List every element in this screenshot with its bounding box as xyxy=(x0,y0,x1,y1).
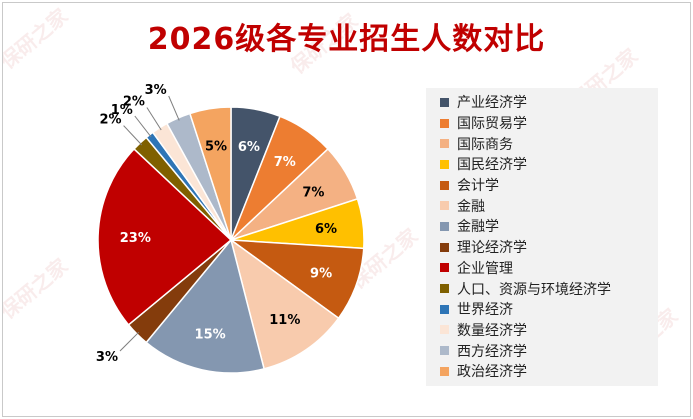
legend-item: 人口、资源与环境经济学 xyxy=(440,278,658,299)
legend-item: 数量经济学 xyxy=(440,320,658,341)
legend-swatch xyxy=(440,325,449,335)
legend-swatch xyxy=(440,201,449,211)
leader-line xyxy=(146,107,162,131)
legend-item: 国际商务 xyxy=(440,133,658,154)
data-label: 7% xyxy=(274,155,296,170)
legend-swatch xyxy=(440,97,449,107)
legend-label: 理论经济学 xyxy=(457,240,527,257)
legend-swatch xyxy=(440,242,449,252)
legend-label: 世界经济 xyxy=(457,302,513,319)
legend-label: 产业经济学 xyxy=(457,95,527,112)
data-label: 2% xyxy=(100,113,122,128)
legend-label: 金融学 xyxy=(457,219,499,236)
data-label: 6% xyxy=(238,140,260,155)
legend-label: 国际贸易学 xyxy=(457,116,527,133)
legend-swatch xyxy=(440,221,449,231)
data-label: 3% xyxy=(145,83,167,98)
legend-swatch xyxy=(440,118,449,128)
legend-item: 产业经济学 xyxy=(440,92,658,113)
pie-slice xyxy=(145,238,265,374)
legend-swatch xyxy=(440,180,449,190)
legend-swatch xyxy=(440,139,449,149)
pie-slice xyxy=(229,238,340,370)
leader-line xyxy=(123,125,143,146)
legend-label: 人口、资源与环境经济学 xyxy=(457,281,611,298)
data-label: 9% xyxy=(310,266,332,281)
legend-item: 政治经济学 xyxy=(440,361,658,382)
data-label: 5% xyxy=(205,139,227,154)
pie-slice xyxy=(97,147,233,326)
legend-item: 金融学 xyxy=(440,216,658,237)
data-label: 1% xyxy=(111,103,133,118)
data-label: 15% xyxy=(195,328,226,343)
legend-item: 西方经济学 xyxy=(440,340,658,361)
legend-label: 西方经济学 xyxy=(457,343,527,360)
chart-title: 2026级各专业招生人数对比 xyxy=(147,22,546,57)
legend-item: 会计学 xyxy=(440,175,658,196)
legend-swatch xyxy=(440,159,449,169)
legend-label: 国民经济学 xyxy=(457,157,527,174)
data-label: 3% xyxy=(96,350,118,365)
legend-label: 会计学 xyxy=(457,178,499,195)
leader-line xyxy=(134,115,152,138)
legend-label: 金融 xyxy=(457,198,485,215)
legend-label: 数量经济学 xyxy=(457,322,527,339)
legend-item: 国际贸易学 xyxy=(440,113,658,134)
legend-item: 理论经济学 xyxy=(440,237,658,258)
data-label: 2% xyxy=(123,95,145,110)
leader-line xyxy=(168,95,180,121)
legend-swatch xyxy=(440,346,449,356)
pie-slice xyxy=(188,106,232,241)
data-label: 6% xyxy=(315,222,337,237)
legend-swatch xyxy=(440,304,449,314)
legend-swatch xyxy=(440,366,449,376)
legend-swatch xyxy=(440,284,449,294)
legend-item: 世界经济 xyxy=(440,299,658,320)
data-label: 11% xyxy=(269,313,300,328)
legend-label: 国际商务 xyxy=(457,136,513,153)
legend-item: 企业管理 xyxy=(440,258,658,279)
legend-swatch xyxy=(440,263,449,273)
legend-item: 金融 xyxy=(440,195,658,216)
legend-label: 政治经济学 xyxy=(457,364,527,381)
leader-line xyxy=(119,331,140,352)
data-label: 7% xyxy=(302,185,324,200)
data-label: 23% xyxy=(120,231,151,246)
legend-label: 企业管理 xyxy=(457,260,513,277)
legend: 产业经济学国际贸易学国际商务国民经济学会计学金融金融学理论经济学企业管理人口、资… xyxy=(426,88,658,386)
legend-item: 国民经济学 xyxy=(440,154,658,175)
